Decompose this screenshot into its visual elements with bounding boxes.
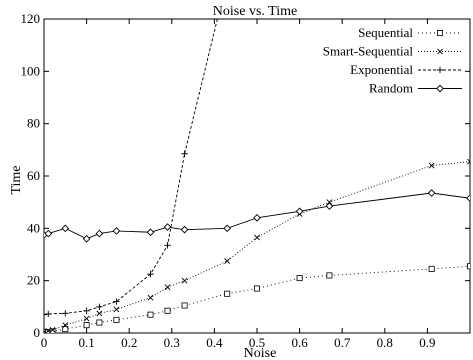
x-tick-label: 0.5 bbox=[249, 335, 265, 350]
data-point-smart-sequential bbox=[49, 326, 56, 333]
data-point-sequential bbox=[428, 265, 435, 272]
data-point-sequential bbox=[62, 326, 69, 333]
y-tick-label: 120 bbox=[21, 11, 41, 26]
data-point-smart-sequential bbox=[45, 327, 52, 333]
data-point-sequential bbox=[164, 307, 171, 314]
data-point-smart-sequential bbox=[96, 310, 103, 317]
legend-marker-smart-sequential bbox=[437, 48, 443, 55]
legend-label-exponential: Exponential bbox=[350, 62, 413, 77]
chart-title: Noise vs. Time bbox=[213, 4, 297, 19]
series-layer bbox=[44, 19, 470, 333]
data-point-random bbox=[253, 214, 261, 222]
data-point-smart-sequential bbox=[181, 277, 188, 284]
y-tick-label: 40 bbox=[27, 220, 40, 235]
data-point-sequential bbox=[83, 322, 90, 329]
data-point-smart-sequential bbox=[224, 258, 231, 264]
x-tick-label: 0.6 bbox=[291, 335, 308, 350]
series-line-sequential bbox=[44, 265, 470, 333]
data-point-smart-sequential bbox=[44, 328, 47, 333]
data-point-sequential bbox=[253, 285, 260, 292]
data-point-random bbox=[295, 207, 304, 216]
x-tick-label: 0.1 bbox=[78, 335, 94, 350]
data-point-sequential bbox=[147, 311, 154, 318]
x-axis-title: Noise bbox=[244, 346, 277, 360]
legend-marker-exponential bbox=[436, 66, 444, 74]
x-tick-label: 0.2 bbox=[121, 335, 137, 350]
data-point-exponential bbox=[164, 242, 171, 249]
data-point-random bbox=[427, 189, 436, 197]
x-tick-label: 0.8 bbox=[377, 335, 393, 350]
data-point-random bbox=[146, 228, 155, 237]
data-point-sequential bbox=[49, 328, 56, 333]
data-point-random bbox=[466, 194, 470, 203]
data-point-exponential bbox=[147, 270, 154, 278]
data-point-exponential bbox=[83, 307, 90, 314]
data-point-sequential bbox=[296, 275, 303, 282]
data-point-random bbox=[223, 224, 232, 233]
series-exponential bbox=[44, 19, 218, 318]
data-point-smart-sequential bbox=[254, 234, 260, 241]
data-point-sequential bbox=[96, 319, 103, 326]
legend-marker-sequential bbox=[436, 29, 443, 36]
data-point-sequential bbox=[224, 290, 231, 297]
y-axis-title: Time bbox=[9, 165, 24, 194]
data-point-smart-sequential bbox=[164, 284, 171, 291]
data-point-smart-sequential bbox=[83, 315, 90, 322]
data-point-random bbox=[82, 234, 91, 243]
series-line-exponential bbox=[44, 19, 218, 316]
data-point-random bbox=[325, 202, 334, 210]
y-tick-label: 80 bbox=[27, 116, 40, 131]
legend-label-random: Random bbox=[369, 81, 413, 96]
data-point-smart-sequential bbox=[428, 162, 435, 169]
x-tick-label: 0.4 bbox=[206, 335, 223, 350]
data-point-sequential bbox=[181, 302, 188, 309]
data-point-exponential bbox=[62, 310, 69, 317]
series-line-smart-sequential bbox=[44, 161, 470, 333]
data-point-exponential bbox=[113, 298, 120, 305]
data-point-smart-sequential bbox=[62, 322, 69, 329]
x-tick-label: 0 bbox=[41, 335, 48, 350]
series-sequential bbox=[44, 263, 470, 333]
data-point-random bbox=[44, 229, 53, 238]
legend: Sequential Smart-Sequential Exponential Ran… bbox=[323, 25, 462, 96]
data-point-random bbox=[112, 227, 121, 235]
data-point-smart-sequential bbox=[326, 199, 333, 206]
data-point-smart-sequential bbox=[147, 294, 154, 301]
data-point-random bbox=[180, 225, 189, 234]
legend-label-smart-sequential: Smart-Sequential bbox=[323, 44, 414, 59]
data-point-smart-sequential bbox=[113, 306, 120, 313]
data-point-random bbox=[61, 224, 70, 233]
y-tick-label: 0 bbox=[34, 325, 41, 340]
y-tick-label: 100 bbox=[21, 63, 41, 78]
data-point-sequential bbox=[466, 263, 470, 270]
data-point-exponential bbox=[181, 150, 188, 157]
data-point-smart-sequential bbox=[467, 158, 470, 165]
y-tick-label: 20 bbox=[27, 273, 40, 288]
x-tick-label: 0.9 bbox=[419, 335, 435, 350]
legend-label-sequential: Sequential bbox=[358, 25, 413, 40]
legend-marker-random bbox=[436, 84, 444, 93]
axis-ticks: 0 0.1 0.2 0.3 0.4 0.5 0.6 0.7 0.8 0.9 0 20 40 60 80 100… bbox=[21, 11, 470, 350]
series-random bbox=[44, 189, 470, 243]
series-smart-sequential bbox=[44, 158, 470, 333]
data-point-sequential bbox=[326, 272, 333, 279]
y-tick-label: 60 bbox=[27, 168, 40, 183]
data-point-random bbox=[95, 229, 104, 238]
data-point-random bbox=[163, 223, 172, 231]
data-point-exponential bbox=[44, 311, 48, 318]
x-tick-label: 0.7 bbox=[334, 335, 351, 350]
data-point-exponential bbox=[45, 310, 52, 318]
x-tick-label: 0.3 bbox=[164, 335, 180, 350]
data-point-exponential bbox=[96, 303, 103, 311]
data-point-sequential bbox=[113, 316, 120, 323]
